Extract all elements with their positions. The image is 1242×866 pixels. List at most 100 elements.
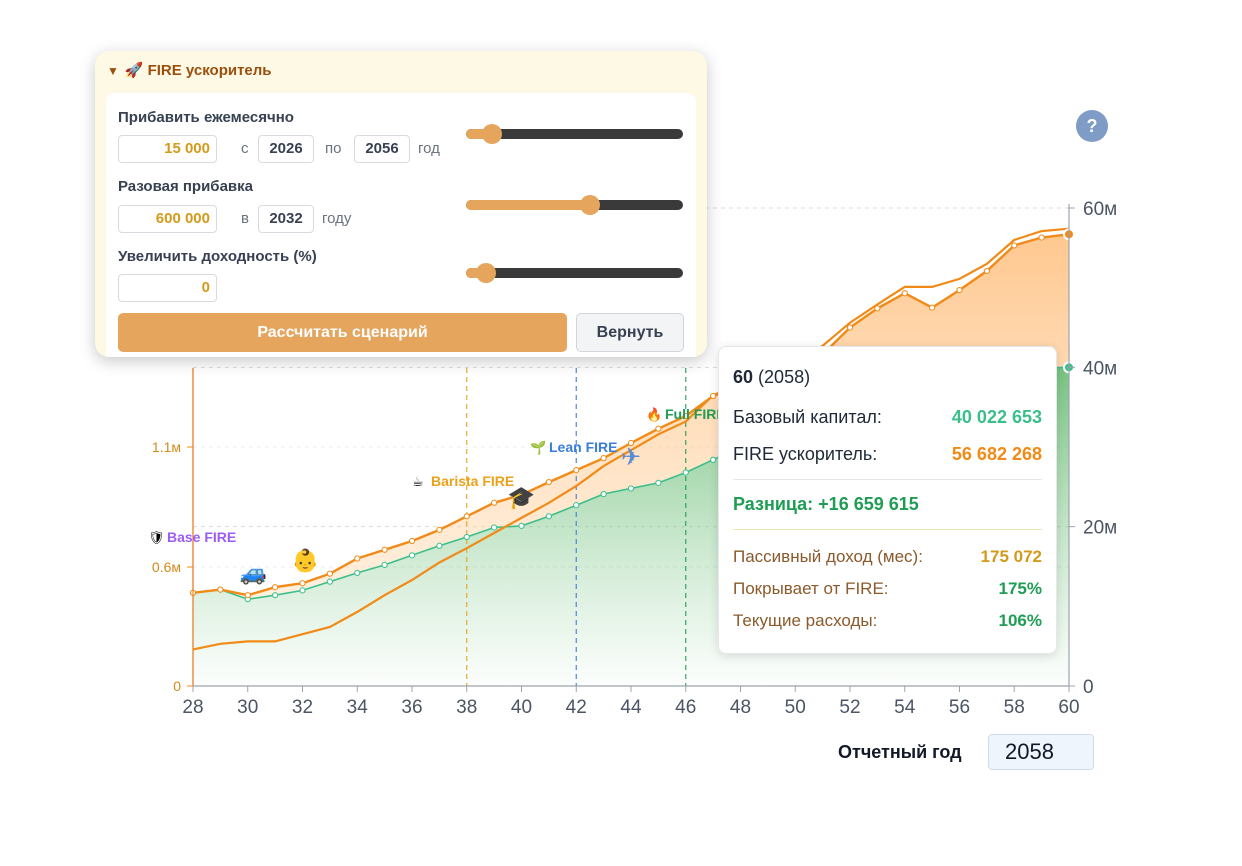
to-text: по (325, 140, 342, 157)
tooltip-base-row: Базовый капитал: 40 022 653 (733, 407, 1042, 428)
yield-slider-thumb[interactable] (475, 263, 496, 283)
fire-accelerator-point[interactable] (710, 392, 717, 400)
base-capital-point[interactable] (381, 561, 388, 569)
reset-button[interactable]: Вернуть (576, 313, 684, 352)
tooltip-fire-label: FIRE ускоритель: (733, 444, 878, 464)
panel-body: Прибавить ежемесячно 15 000 с 2026 по 20… (106, 93, 696, 357)
lump-slider[interactable] (466, 195, 683, 215)
fire-target-line (192, 227, 1070, 651)
base-capital-point[interactable] (326, 578, 333, 585)
base-capital-point[interactable] (627, 485, 635, 492)
base-capital-point[interactable] (518, 522, 525, 529)
panel-title: FIRE ускоритель (147, 62, 272, 79)
monthly-slider-thumb[interactable] (482, 124, 503, 144)
fire-accelerator-point[interactable] (573, 467, 580, 474)
lump-year-input[interactable]: 2032 (258, 205, 314, 233)
shield-icon: 🛡 (148, 530, 165, 545)
milestone-labels: 🛡 Base FIRE ☕ Barista FIRE 🌱 Lean FIRE 🔥 Full F… (148, 406, 726, 545)
base-capital-point[interactable] (545, 513, 552, 520)
fire-accelerator-point[interactable] (655, 425, 662, 432)
fire-accelerator-point[interactable] (983, 267, 990, 275)
fire-accelerator-point[interactable] (408, 537, 416, 545)
fire-accelerator-point[interactable] (874, 305, 881, 312)
fire-accelerator-point[interactable] (518, 491, 525, 498)
fire-accelerator-point[interactable] (436, 526, 443, 533)
fire-accelerator-point[interactable] (463, 513, 470, 520)
yield-label: Увеличить доходность (%) (118, 248, 317, 265)
chart-tooltip: 60 (2058) Базовый капитал: 40 022 653 FI… (718, 346, 1057, 654)
x-tick-label: 34 (347, 697, 369, 718)
fire-accelerator-point[interactable] (929, 304, 936, 311)
fire-accelerator-point[interactable] (682, 412, 689, 420)
yield-input[interactable]: 0 (118, 274, 217, 302)
fire-accelerator-point[interactable] (846, 324, 854, 331)
lump-slider-thumb[interactable] (579, 195, 600, 215)
tooltip-expenses-value: 106% (998, 611, 1042, 630)
airplane-icon: ✈ (621, 444, 641, 471)
tooltip-diff: Разница: +16 659 615 (733, 494, 919, 514)
tooltip-passive-label: Пассивный доход (мес): (733, 547, 923, 566)
help-button[interactable]: ? (1076, 110, 1108, 142)
x-tick-label: 40 (511, 697, 532, 718)
fire-accelerator-point[interactable] (600, 455, 607, 462)
fire-accelerator-point[interactable] (354, 555, 361, 562)
monthly-slider[interactable] (466, 124, 683, 144)
monthly-to-year-input[interactable]: 2056 (354, 135, 410, 163)
base-capital-point[interactable] (408, 552, 416, 559)
fire-accelerator-point[interactable] (381, 546, 388, 553)
tooltip-age: 60 (733, 367, 754, 387)
collapse-triangle-icon[interactable]: ▼ (107, 64, 119, 78)
base-capital-point[interactable] (299, 587, 306, 594)
fire-accelerator-point[interactable] (272, 584, 279, 591)
tooltip-expenses-row: Текущие расходы: 106% (733, 611, 1042, 631)
report-year-input[interactable] (988, 734, 1094, 770)
lump-amount-input[interactable]: 600 000 (118, 205, 217, 233)
base-capital-point[interactable] (272, 592, 279, 599)
x-tick-label: 28 (182, 697, 203, 718)
calculate-scenario-button[interactable]: Рассчитать сценарий (118, 313, 567, 352)
coffee-icon: ☕ (412, 474, 424, 489)
base-capital-point[interactable] (573, 502, 580, 509)
tooltip-expenses-label: Текущие расходы: (733, 611, 878, 630)
fire-accelerator-point[interactable] (545, 478, 552, 486)
report-year-label: Отчетный год (838, 742, 962, 762)
x-tick-label: 30 (237, 697, 258, 718)
tooltip-passive-value: 175 072 (980, 547, 1042, 566)
car-icon: 🚙 (240, 560, 267, 586)
fire-accelerator-point[interactable] (901, 290, 908, 297)
fire-accelerator-point[interactable] (491, 499, 498, 506)
fire-accelerator-point[interactable] (1038, 234, 1045, 241)
tooltip-year: (2058) (758, 367, 811, 387)
fire-accelerator-point[interactable] (627, 439, 635, 447)
chart-axes: 28 30 32 34 36 38 40 42 44 46 48 50 52 54 56 58 60020м40… (152, 199, 1117, 718)
base-capital-point[interactable] (491, 524, 498, 531)
fire-accelerator-point[interactable] (299, 580, 306, 587)
base-capital-point[interactable] (600, 490, 607, 498)
tooltip-cover-value: 175% (998, 579, 1042, 598)
fire-accelerator-point[interactable] (244, 592, 251, 599)
monthly-amount-input[interactable]: 15 000 (118, 135, 217, 163)
base-capital-point[interactable] (436, 542, 443, 549)
fire-accelerator-point[interactable] (217, 586, 224, 593)
fire-accelerator-point[interactable] (956, 286, 963, 294)
x-tick-label: 58 (1004, 697, 1025, 718)
base-capital-point[interactable] (682, 469, 689, 476)
x-tick-label: 60 (1058, 697, 1079, 718)
tooltip-base-label: Базовый капитал: (733, 407, 882, 427)
base-capital-point[interactable] (463, 533, 470, 541)
x-tick-label: 56 (949, 697, 970, 718)
fire-accelerator-point[interactable] (326, 570, 333, 577)
x-tick-label: 44 (620, 697, 642, 718)
yield-slider[interactable] (466, 263, 683, 283)
base-capital-point[interactable] (354, 569, 361, 576)
base-capital-point[interactable] (655, 479, 662, 486)
in-text: в (241, 210, 249, 227)
fire-accelerator-point[interactable] (1011, 242, 1018, 249)
monthly-from-year-input[interactable]: 2026 (258, 135, 314, 163)
base-capital-point[interactable] (710, 456, 717, 463)
right-tick-label: 40м (1083, 358, 1117, 379)
panel-header[interactable]: ▼ 🚀 FIRE ускоритель (107, 61, 272, 79)
right-tick-label: 20м (1083, 518, 1117, 539)
x-tick-label: 36 (401, 697, 422, 718)
tooltip-divider-2 (733, 529, 1042, 530)
